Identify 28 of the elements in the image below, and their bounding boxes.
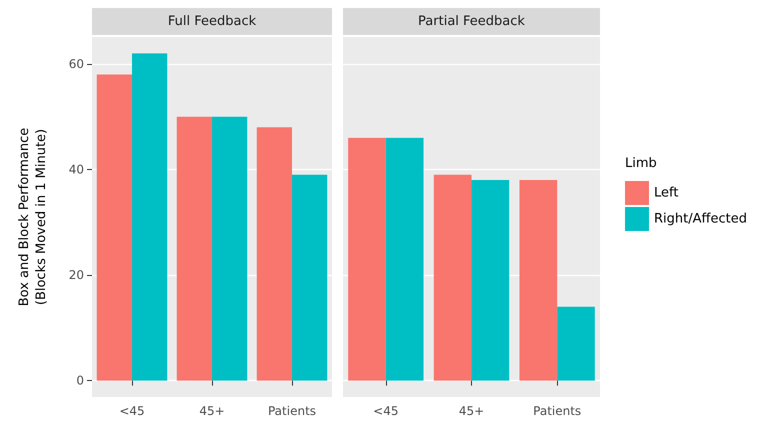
bar <box>212 116 248 381</box>
y-tick-label: 60 <box>68 56 84 71</box>
x-tick-label: Patients <box>533 404 582 418</box>
legend-label: Left <box>654 186 678 200</box>
x-tick-label: 45+ <box>458 404 484 418</box>
bar <box>472 180 510 381</box>
bar <box>557 306 595 381</box>
bar <box>292 174 328 381</box>
bar <box>434 174 472 381</box>
bar <box>96 74 132 381</box>
legend-title: Limb <box>625 156 657 171</box>
x-tick-label: <45 <box>373 404 398 418</box>
x-tick-label: 45+ <box>199 404 225 418</box>
bar <box>386 138 424 381</box>
chart-title: Partial Feedback <box>343 8 600 35</box>
y-tick-label: 40 <box>68 162 84 176</box>
y-tick-label: 20 <box>68 268 84 282</box>
bar <box>519 180 558 381</box>
bar <box>256 127 292 381</box>
y-axis-title: Box and Block Performance (Blocks Moved in 1 Minute) <box>17 128 49 306</box>
chart-title: Full Feedback <box>92 8 332 35</box>
bar <box>348 138 386 381</box>
y-tick-label: 0 <box>76 374 84 388</box>
x-tick-label: <45 <box>119 404 145 418</box>
x-tick-label: Patients <box>268 404 316 418</box>
bar <box>176 116 212 381</box>
bar <box>132 53 168 381</box>
legend-label: Right/Affected <box>654 212 747 226</box>
